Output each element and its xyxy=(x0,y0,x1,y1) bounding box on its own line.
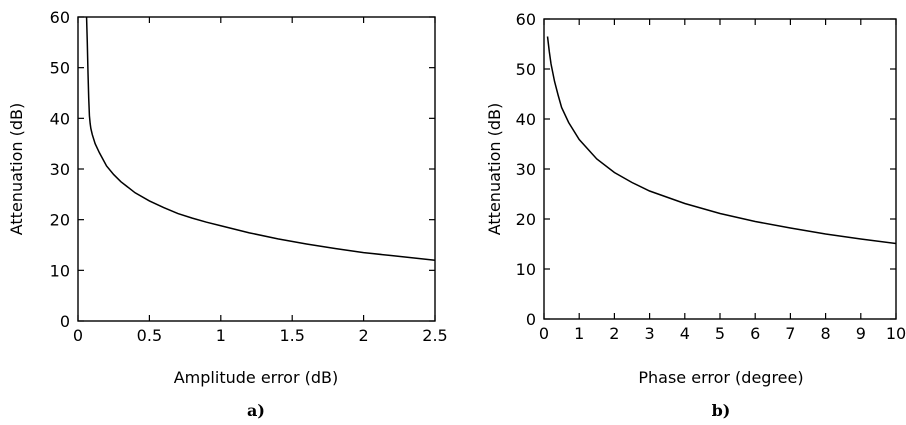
chart-b-x-ticks: 0 1 2 3 4 5 6 7 8 9 10 xyxy=(539,19,906,343)
chart-b-x-tick-label: 1 xyxy=(574,324,584,343)
chart-a-x-tick-label: 0 xyxy=(73,326,83,345)
chart-b-x-tick-label: 10 xyxy=(886,324,906,343)
chart-a-x-ticks: 0 0.5 1 1.5 2 2.5 xyxy=(73,17,448,345)
chart-b: 0 1 2 3 4 5 6 7 8 9 10 0 10 20 30 40 50 60 Phase error (… xyxy=(485,10,906,420)
chart-b-x-tick-label: 4 xyxy=(680,324,690,343)
chart-b-y-ticks: 0 10 20 30 40 50 60 xyxy=(516,10,896,329)
chart-b-x-tick-label: 8 xyxy=(821,324,831,343)
chart-a-x-axis-label: Amplitude error (dB) xyxy=(174,368,339,387)
chart-b-x-tick-label: 3 xyxy=(645,324,655,343)
chart-a-y-ticks: 0 10 20 30 40 50 60 xyxy=(50,8,435,331)
chart-b-x-tick-label: 5 xyxy=(715,324,725,343)
chart-a-y-tick-label: 0 xyxy=(60,312,70,331)
chart-b-x-axis-label: Phase error (degree) xyxy=(638,368,803,387)
chart-b-x-tick-label: 2 xyxy=(609,324,619,343)
chart-b-x-tick-label: 9 xyxy=(856,324,866,343)
chart-b-y-tick-label: 10 xyxy=(516,260,536,279)
chart-b-series-line xyxy=(546,36,897,245)
chart-a-y-axis-label: Attenuation (dB) xyxy=(7,103,26,236)
chart-b-x-tick-label: 7 xyxy=(785,324,795,343)
chart-a-x-tick-label: 2 xyxy=(359,326,369,345)
chart-b-y-axis-label: Attenuation (dB) xyxy=(485,103,504,236)
chart-a-x-tick-label: 0.5 xyxy=(137,326,162,345)
chart-a-x-tick-label: 1.5 xyxy=(279,326,304,345)
chart-b-y-tick-label: 40 xyxy=(516,110,536,129)
chart-b-y-tick-label: 20 xyxy=(516,210,536,229)
chart-a-x-tick-label: 1 xyxy=(216,326,226,345)
chart-a-frame xyxy=(77,16,436,322)
chart-a-x-tick-label: 2.5 xyxy=(422,326,447,345)
chart-b-x-tick-label: 6 xyxy=(750,324,760,343)
chart-b-frame xyxy=(543,18,897,320)
chart-a-panel-label: a) xyxy=(247,401,265,420)
chart-a-y-tick-label: 10 xyxy=(50,261,70,280)
chart-b-y-tick-label: 30 xyxy=(516,160,536,179)
chart-b-x-tick-label: 0 xyxy=(539,324,549,343)
chart-a-series-line xyxy=(85,16,436,261)
chart-a-y-tick-label: 40 xyxy=(50,109,70,128)
chart-b-panel-label: b) xyxy=(712,401,731,420)
chart-b-y-tick-label: 50 xyxy=(516,60,536,79)
chart-a: 0 0.5 1 1.5 2 2.5 0 10 20 30 40 50 60 Amplitude err… xyxy=(7,8,448,420)
chart-a-y-tick-label: 60 xyxy=(50,8,70,27)
chart-a-y-tick-label: 50 xyxy=(50,59,70,78)
chart-a-y-tick-label: 30 xyxy=(50,160,70,179)
chart-b-y-tick-label: 0 xyxy=(526,310,536,329)
chart-a-y-tick-label: 20 xyxy=(50,211,70,230)
chart-b-y-tick-label: 60 xyxy=(516,10,536,29)
